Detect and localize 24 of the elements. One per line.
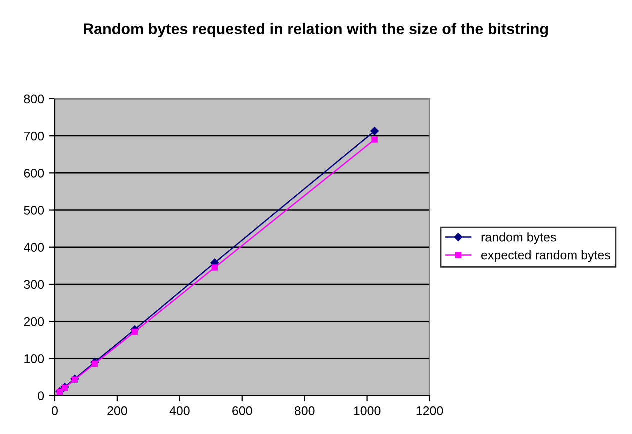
point bbox=[132, 328, 138, 336]
x-tick-label: 0 bbox=[52, 406, 58, 416]
x-tick-label: 1200 bbox=[416, 406, 444, 416]
y-tick-label: 300 bbox=[24, 280, 44, 290]
chart-title: Random bytes requested in relation with the size of the bitstring bbox=[84, 23, 548, 38]
point bbox=[92, 360, 98, 368]
x-tick-label: 1000 bbox=[354, 406, 381, 416]
y-tick-label: 100 bbox=[24, 354, 44, 364]
y-tick-label: 700 bbox=[24, 132, 44, 141]
x-tick-label: 800 bbox=[294, 406, 315, 416]
legend-label: random bytes bbox=[482, 232, 556, 244]
legend-label: expected random bytes bbox=[482, 250, 610, 262]
x-tick-label: 600 bbox=[232, 406, 252, 416]
x-tick-label: 200 bbox=[108, 406, 128, 416]
y-tick-label: 400 bbox=[24, 243, 44, 252]
y-tick-label: 600 bbox=[24, 168, 44, 178]
x-tick-label: 400 bbox=[170, 406, 190, 416]
point bbox=[212, 264, 218, 271]
y-tick-label: 800 bbox=[24, 94, 44, 104]
point bbox=[372, 136, 378, 143]
y-tick-label: 200 bbox=[24, 317, 44, 326]
point bbox=[370, 127, 379, 136]
y-tick-label: 0 bbox=[38, 392, 44, 400]
y-tick-label: 500 bbox=[24, 206, 44, 215]
